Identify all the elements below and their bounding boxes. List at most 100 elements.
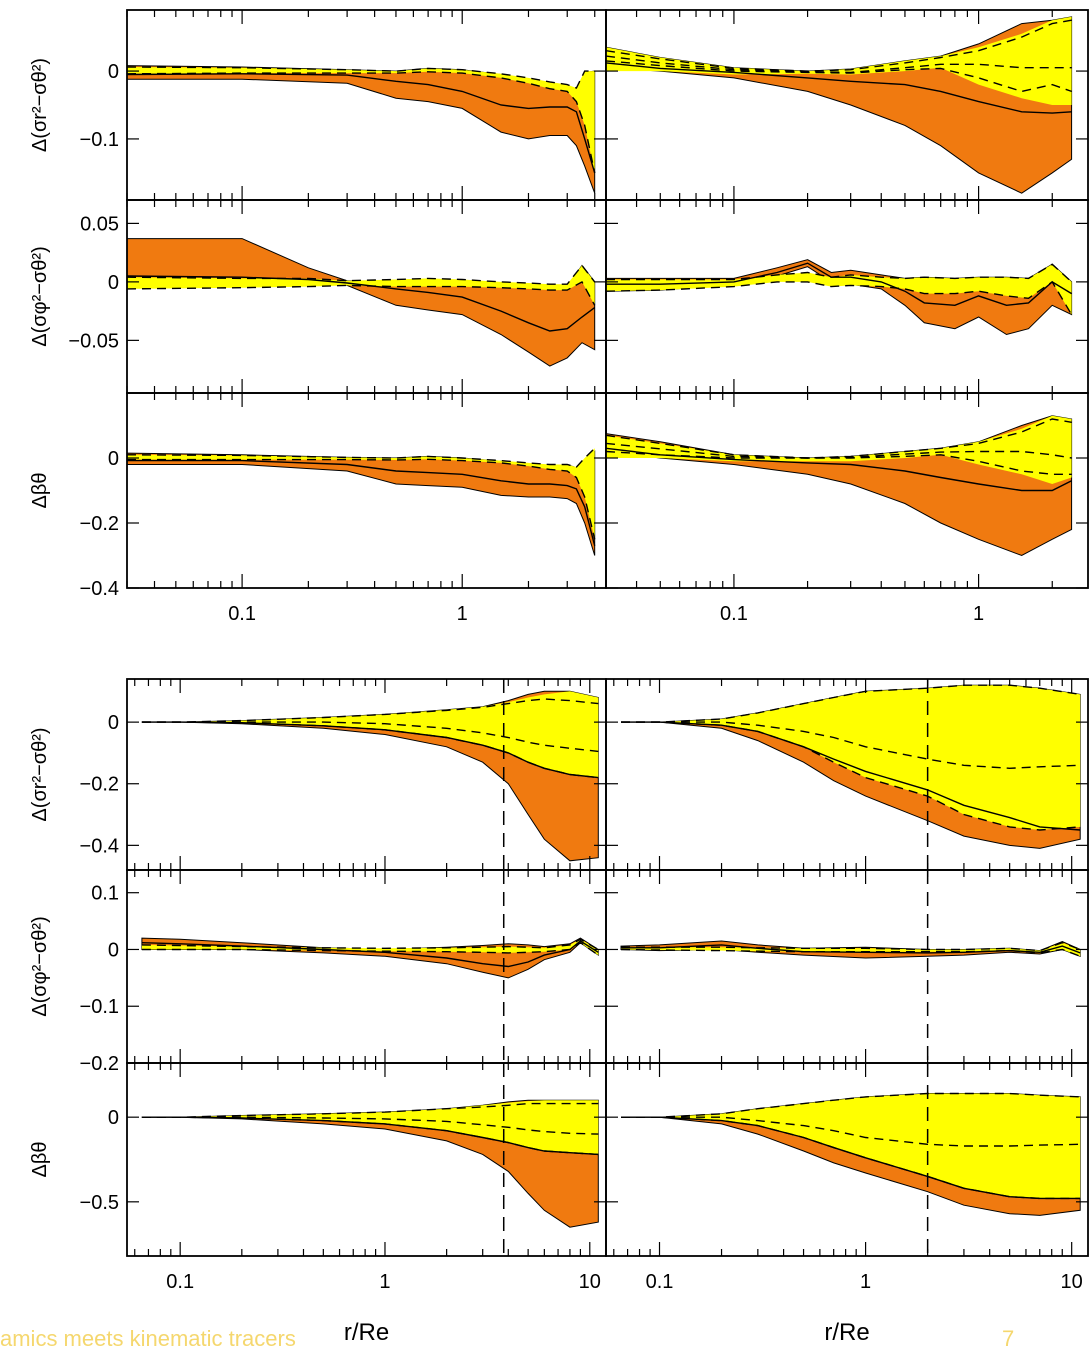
x-tick-label: 0.1 xyxy=(646,1271,674,1293)
dashed-upper-line xyxy=(127,264,596,285)
dashed-lower-line xyxy=(141,721,599,779)
dashed-lower-line xyxy=(141,941,599,956)
y-axis-label: Δ(σr²−σθ²) xyxy=(29,58,51,152)
y-tick-label: −0.4 xyxy=(80,835,119,857)
y-axis-label: Δβθ xyxy=(29,1142,51,1178)
dashed-upper-line xyxy=(141,938,599,951)
dashed-mid-line xyxy=(621,1116,1081,1147)
inner-band xyxy=(141,691,599,778)
center-line xyxy=(621,944,1081,954)
center-line xyxy=(127,459,596,546)
panel-plot-area xyxy=(127,238,596,367)
x-tick-label: 1 xyxy=(860,1271,871,1293)
y-tick-label: −0.2 xyxy=(80,1053,119,1075)
dashed-upper-line xyxy=(127,447,596,468)
y-axis-label: Δ(σr²−σθ²) xyxy=(29,727,51,821)
panel-bottom-c0-r0: 0 −0.2 −0.4 Δ(σr²−σθ²) xyxy=(29,678,607,871)
dashed-upper-line xyxy=(141,698,599,723)
x-tick-label: 1 xyxy=(973,603,984,625)
dashed-upper-line xyxy=(621,1092,1081,1118)
dashed-lower-line xyxy=(621,721,1081,831)
y-axis-label: Δ(σφ²−σθ²) xyxy=(29,916,51,1016)
y-tick-label: −0.5 xyxy=(80,1192,119,1214)
footer-running-title: amics meets kinematic tracers xyxy=(0,1326,296,1351)
outer-band xyxy=(141,937,599,979)
figure-bottom: 0 −0.2 −0.4 Δ(σr²−σθ²) 0.1 0 −0.1 −0.2 Δ(σφ²−σθ²… xyxy=(29,678,1089,1346)
dashed-lower-line xyxy=(606,280,1073,315)
dashed-mid-line xyxy=(141,1116,599,1135)
outer-band xyxy=(127,65,596,194)
y-tick-label: −0.1 xyxy=(80,996,119,1018)
dashed-mid-line xyxy=(621,721,1081,770)
panel-bottom-c1-r0 xyxy=(605,678,1089,871)
outer-band xyxy=(127,450,596,556)
dashed-lower-line xyxy=(127,280,596,306)
y-tick-label: −0.2 xyxy=(80,513,119,535)
dashed-upper-line xyxy=(606,19,1072,72)
panel-plot-area xyxy=(606,259,1073,336)
dashed-lower-line xyxy=(621,1116,1081,1200)
panel-plot-area xyxy=(141,1063,599,1256)
inner-band xyxy=(127,448,595,540)
panel-plot-area xyxy=(620,870,1081,1063)
panel-bottom-c1-r2: 0.1 1 10 r/Re xyxy=(605,1062,1089,1346)
dashed-lower-line xyxy=(127,71,596,174)
inner-band xyxy=(141,1100,599,1155)
y-tick-label: 0.05 xyxy=(80,213,119,235)
y-tick-label: 0.1 xyxy=(91,883,119,905)
panel-frame xyxy=(126,869,607,1064)
panel-top-c0-r2: 0 −0.2 −0.4 Δβθ 0.1 1 xyxy=(29,392,607,625)
inner-band xyxy=(621,942,1081,957)
center-line xyxy=(127,275,596,332)
outer-band xyxy=(127,238,596,367)
dashed-mid-line xyxy=(606,55,1072,74)
panel-top-c1-r1 xyxy=(605,199,1089,394)
footer-page-number: 7 xyxy=(1002,1326,1015,1351)
y-tick-label: 0 xyxy=(108,712,119,734)
dashed-upper-line xyxy=(141,1102,599,1118)
dashed-lower-line xyxy=(606,450,1072,475)
x-tick-label: 1 xyxy=(457,603,468,625)
center-line xyxy=(127,73,596,174)
panel-plot-area xyxy=(606,415,1073,557)
panel-plot-area xyxy=(141,679,599,870)
y-axis-label: Δβθ xyxy=(29,473,51,509)
panel-plot-area xyxy=(606,16,1073,194)
y-tick-label: 0 xyxy=(108,61,119,83)
y-tick-label: −0.2 xyxy=(80,774,119,796)
panel-frame xyxy=(605,392,1089,589)
center-line xyxy=(606,62,1072,114)
inner-band xyxy=(141,939,599,956)
x-axis-label: r/Re xyxy=(824,1319,869,1346)
figure-top: 0 −0.1 Δ(σr²−σθ²) 0.05 0 −0.05 Δ(σφ²−σθ²) 0 −0.2… xyxy=(29,9,1089,625)
y-tick-label: 0 xyxy=(108,272,119,294)
y-tick-label: −0.4 xyxy=(80,578,119,600)
dashed-upper-line xyxy=(621,941,1081,952)
y-tick-label: 0 xyxy=(108,448,119,470)
x-tick-label: 1 xyxy=(379,1271,390,1293)
panel-plot-area xyxy=(621,1063,1081,1256)
center-line xyxy=(606,447,1072,492)
x-tick-label: 10 xyxy=(1061,1271,1083,1293)
panel-plot-area xyxy=(127,447,596,556)
panel-plot-area xyxy=(127,65,596,194)
x-tick-label: 0.1 xyxy=(720,603,748,625)
center-line xyxy=(606,262,1072,307)
panel-top-c1-r2: 0.1 1 xyxy=(605,392,1089,625)
dashed-lower-line xyxy=(127,458,596,540)
dashed-lower-line xyxy=(620,948,1081,957)
y-tick-label: −0.05 xyxy=(68,330,119,352)
x-tick-label: 0.1 xyxy=(228,603,256,625)
panel-frame xyxy=(605,1062,1089,1257)
dashed-upper-line xyxy=(606,418,1072,459)
panel-frame xyxy=(605,869,1089,1064)
dashed-mid-line xyxy=(141,721,599,753)
inner-band xyxy=(606,16,1072,105)
dashed-upper-line xyxy=(621,684,1081,723)
panel-top-c1-r0 xyxy=(605,9,1089,201)
x-tick-label: 10 xyxy=(579,1271,601,1293)
y-tick-label: −0.1 xyxy=(80,129,119,151)
dashed-mid-line xyxy=(606,442,1072,459)
y-tick-label: 0 xyxy=(108,1107,119,1129)
